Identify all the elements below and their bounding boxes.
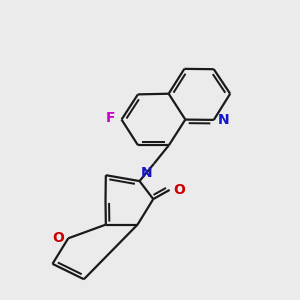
Text: N: N (141, 166, 153, 180)
Text: N: N (218, 113, 230, 127)
Text: F: F (106, 111, 115, 125)
Text: O: O (173, 183, 185, 197)
Text: O: O (52, 231, 64, 245)
